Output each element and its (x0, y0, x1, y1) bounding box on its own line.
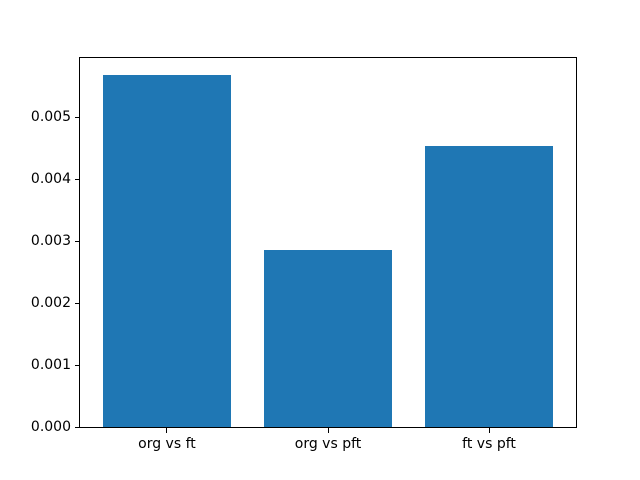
y-tick-mark (75, 178, 80, 180)
bar-org-vs-pft (263, 249, 393, 428)
y-tick-label: 0.001 (30, 357, 71, 374)
y-tick-mark (75, 426, 80, 428)
x-tick-label-org-vs-pft: org vs pft (294, 436, 362, 453)
y-tick-label: 0.000 (30, 419, 71, 436)
y-tick-mark (75, 240, 80, 242)
y-tick-label: 0.005 (30, 109, 71, 126)
x-tick-label-org-vs-ft: org vs ft (138, 436, 196, 453)
bar-ft-vs-pft (424, 145, 554, 428)
x-tick-mark (166, 428, 168, 434)
x-tick-mark (488, 428, 490, 434)
y-tick-label: 0.002 (30, 295, 71, 312)
y-tick-mark (75, 364, 80, 366)
y-tick-mark (75, 116, 80, 118)
x-tick-label-ft-vs-pft: ft vs pft (462, 436, 516, 453)
plot-area (79, 56, 577, 429)
x-tick-mark (327, 428, 329, 434)
y-tick-mark (75, 302, 80, 304)
y-tick-label: 0.003 (30, 233, 71, 250)
y-tick-label: 0.004 (30, 171, 71, 188)
bar-org-vs-ft (102, 75, 232, 428)
